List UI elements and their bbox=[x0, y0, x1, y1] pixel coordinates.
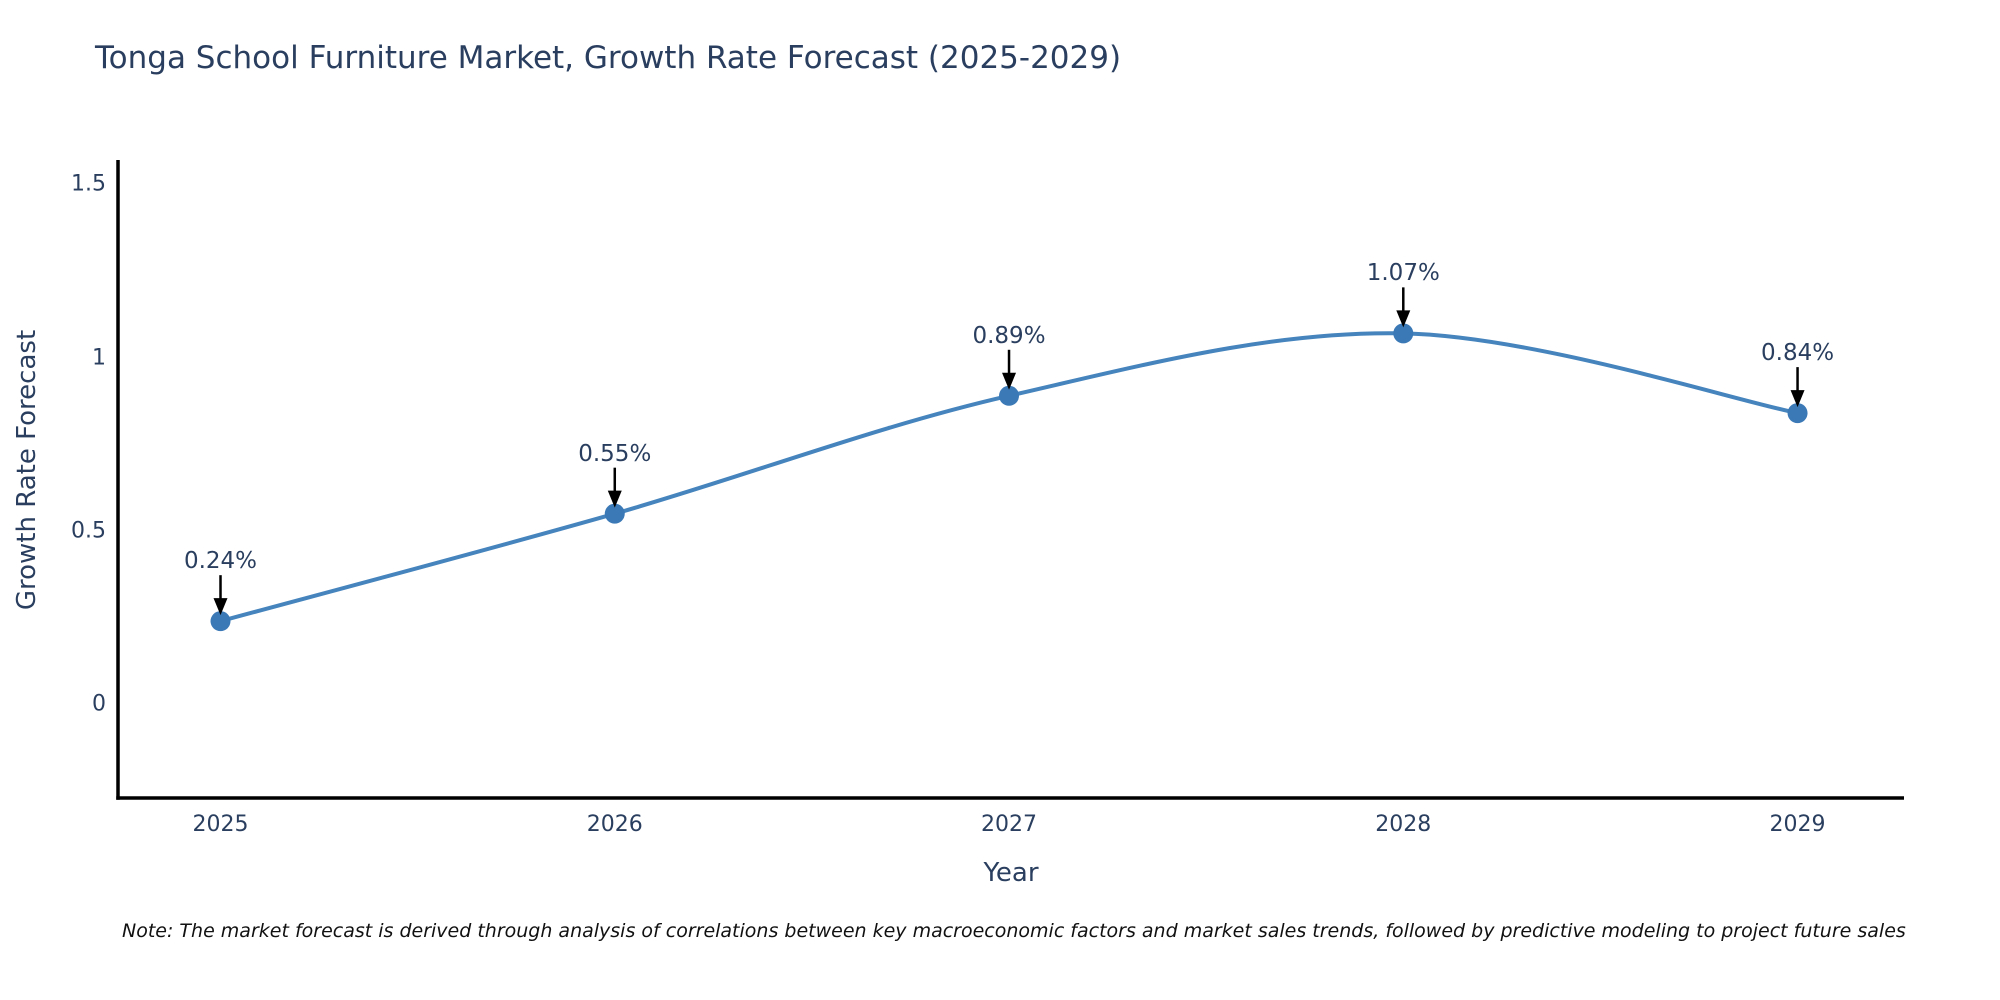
x-tick-label: 2028 bbox=[1375, 812, 1432, 837]
data-point-marker[interactable] bbox=[1787, 403, 1808, 424]
x-tick-label: 2026 bbox=[586, 812, 643, 837]
y-tick-label: 0.5 bbox=[71, 518, 106, 544]
annotation-arrow-head bbox=[213, 598, 228, 616]
chart-title: Tonga School Furniture Market, Growth Ra… bbox=[95, 40, 1122, 76]
annotation-arrow-head bbox=[1790, 390, 1805, 408]
annotation-arrow-head bbox=[1396, 310, 1411, 328]
point-value-label: 0.84% bbox=[1761, 340, 1835, 367]
x-axis-title: Year bbox=[983, 858, 1039, 888]
x-tick-label: 2027 bbox=[981, 812, 1038, 837]
point-value-label: 0.89% bbox=[972, 322, 1046, 349]
point-value-label: 1.07% bbox=[1366, 260, 1440, 287]
y-tick-label: 1 bbox=[92, 345, 106, 371]
data-point-marker[interactable] bbox=[604, 503, 625, 524]
point-value-label: 0.55% bbox=[578, 440, 652, 467]
data-point-marker[interactable] bbox=[210, 611, 231, 632]
point-value-label: 0.24% bbox=[183, 548, 258, 575]
y-tick-label: 1.5 bbox=[71, 171, 106, 197]
footnote: Note: The market forecast is derived thr… bbox=[122, 920, 1906, 942]
annotation-arrow-head bbox=[607, 490, 622, 508]
x-tick-label: 2025 bbox=[192, 812, 249, 837]
x-tick-label: 2029 bbox=[1769, 812, 1826, 837]
data-point-marker[interactable] bbox=[1393, 323, 1414, 344]
y-tick-label: 0 bbox=[92, 691, 106, 717]
data-point-marker[interactable] bbox=[999, 385, 1020, 406]
annotation-arrow-head bbox=[1002, 372, 1017, 390]
